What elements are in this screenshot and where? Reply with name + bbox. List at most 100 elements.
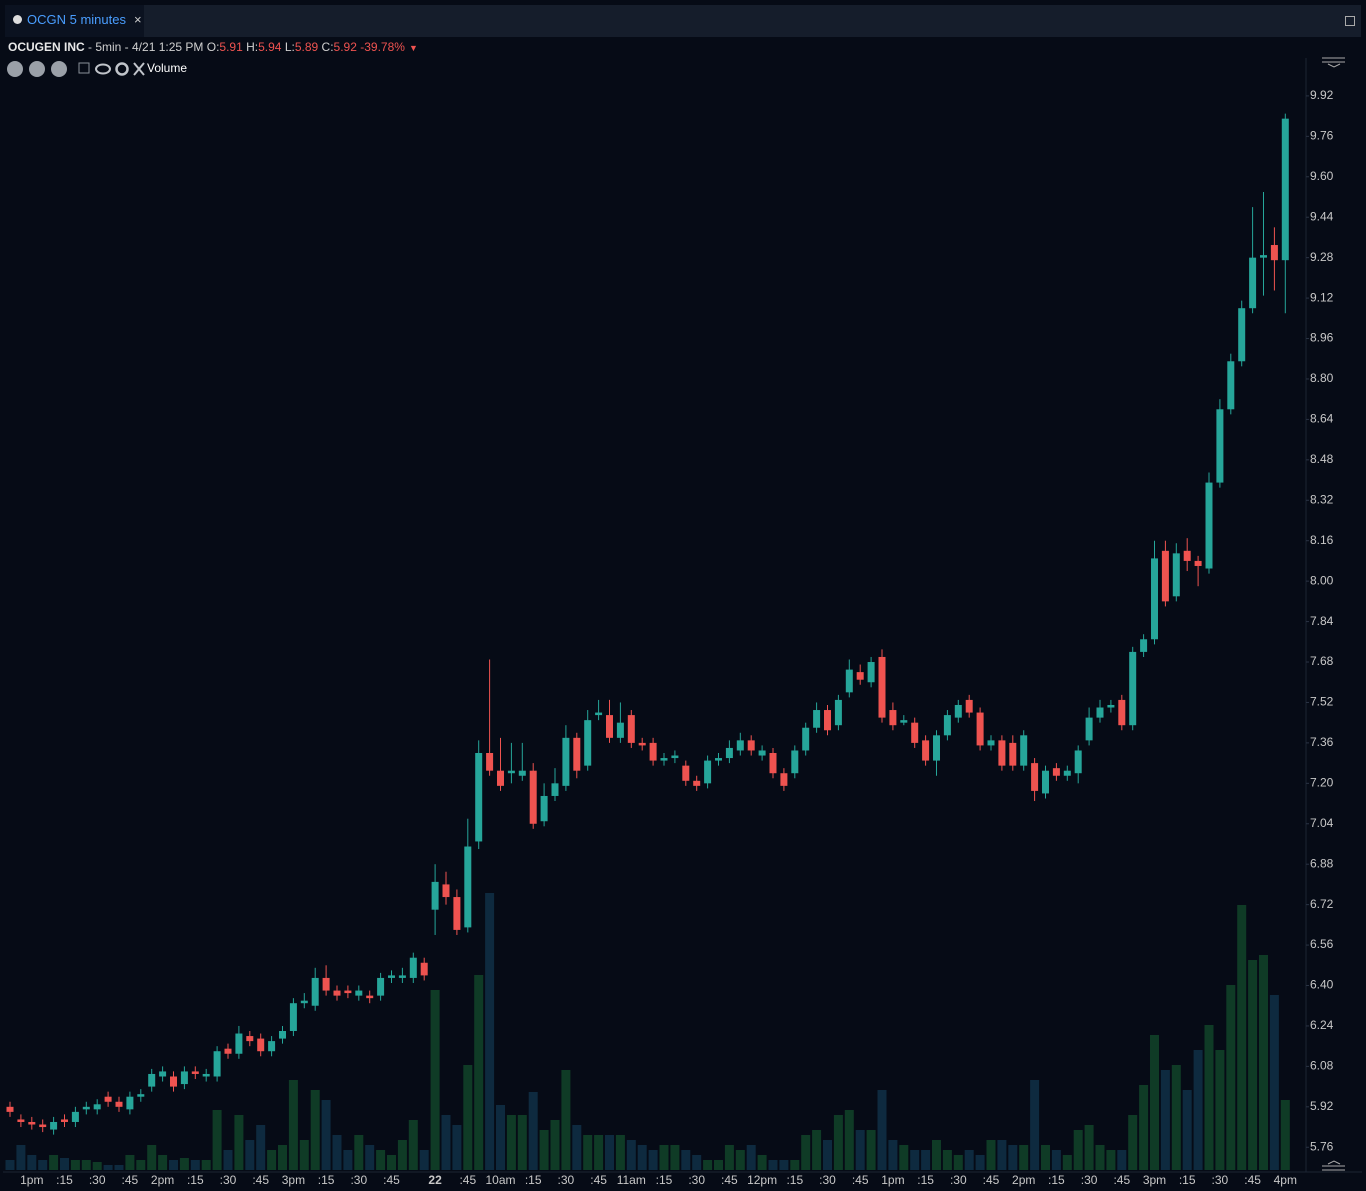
candle-body	[704, 760, 712, 784]
candle-body	[442, 884, 450, 898]
candle-body	[780, 773, 788, 786]
y-tick-label: 8.96	[1310, 331, 1334, 345]
icon-up[interactable]	[51, 61, 67, 77]
volume-bar	[430, 990, 440, 1170]
volume-bar	[190, 1160, 200, 1170]
y-tick-label: 9.76	[1310, 129, 1334, 143]
candle-body	[551, 783, 559, 796]
icon-gear[interactable]	[115, 62, 129, 76]
candle-body	[93, 1104, 101, 1110]
candle-body	[998, 740, 1006, 766]
x-tick-label: :15	[786, 1173, 803, 1187]
icon-close[interactable]	[133, 62, 145, 76]
x-tick-label: :15	[917, 1173, 934, 1187]
candle-body	[398, 975, 406, 978]
candle-body	[1216, 409, 1224, 483]
tab-bar: OCGN 5 minutes ×	[5, 5, 1361, 37]
icon-expand[interactable]	[7, 61, 23, 77]
volume-bar	[1237, 905, 1247, 1170]
volume-bar	[1030, 1080, 1040, 1170]
volume-bar	[408, 1120, 418, 1170]
c-value: 5.92	[333, 40, 357, 54]
volume-bar	[5, 1160, 15, 1170]
volume-bar	[866, 1130, 876, 1170]
candle-body	[976, 712, 984, 746]
volume-bar	[855, 1130, 865, 1170]
x-tick-label: :30	[350, 1173, 367, 1187]
candle-body	[1270, 245, 1278, 261]
candle-body	[475, 753, 483, 842]
tab-close[interactable]: ×	[133, 12, 142, 27]
scale-icon-top[interactable]	[1322, 57, 1345, 68]
volume-bar	[1193, 1050, 1203, 1170]
candle-body	[922, 740, 930, 761]
y-tick-label: 9.60	[1310, 169, 1334, 183]
volume-bar	[1150, 1035, 1159, 1170]
x-tick-label: 12pm	[747, 1173, 777, 1187]
volume-bar	[288, 1080, 298, 1170]
volume-bar	[463, 1065, 473, 1170]
icon-eye[interactable]	[95, 63, 111, 75]
maximize[interactable]	[1345, 16, 1355, 26]
volume-bar	[27, 1155, 37, 1170]
volume-bar	[92, 1162, 102, 1170]
candle-body	[529, 770, 537, 824]
candle-body	[1107, 704, 1115, 708]
volume-bar	[1280, 1100, 1290, 1170]
candle-body	[279, 1031, 286, 1039]
y-tick-label: 6.08	[1310, 1059, 1334, 1073]
candle-body	[540, 795, 548, 822]
change: -39.78%	[360, 40, 405, 54]
o-label: O:	[206, 40, 220, 54]
volume-bar	[1106, 1150, 1116, 1170]
x-tick-label: 4pm	[1274, 1173, 1297, 1187]
tab[interactable]: OCGN 5 minutes ×	[5, 5, 144, 37]
candle-body	[213, 1051, 221, 1077]
candle-body	[1020, 735, 1028, 766]
c-label: C:	[321, 40, 334, 54]
candle-body	[1249, 257, 1257, 309]
x-tick-label: :30	[950, 1173, 967, 1187]
candle-body	[420, 962, 428, 976]
candle-body	[900, 720, 908, 723]
candle-body	[39, 1124, 47, 1128]
x-tick-label: :45	[852, 1173, 869, 1187]
y-tick-label: 9.92	[1310, 88, 1334, 102]
volume-bar	[201, 1160, 211, 1170]
candle-body	[1118, 699, 1126, 726]
o-value: 5.91	[219, 40, 243, 54]
candle-body	[377, 977, 385, 996]
y-tick-label: 8.16	[1310, 533, 1334, 547]
candle-body	[1129, 651, 1137, 726]
candle-body	[1161, 550, 1169, 602]
volume-bar	[1204, 1025, 1214, 1170]
candle-body	[616, 722, 624, 738]
volume-bar	[1073, 1130, 1083, 1170]
icon-collapse[interactable]	[78, 62, 90, 74]
x-tick-label: 3pm	[282, 1173, 305, 1187]
x-tick-label: 3pm	[1143, 1173, 1166, 1187]
volume-bar	[179, 1158, 189, 1170]
scale-icon-bottom[interactable]	[1322, 1160, 1345, 1171]
candle-body	[660, 758, 668, 761]
y-tick-label: 8.80	[1310, 371, 1334, 385]
icon-down[interactable]	[29, 61, 45, 77]
volume-bar	[234, 1115, 244, 1170]
volume-bar	[932, 1140, 941, 1170]
candle-body	[311, 977, 319, 1006]
x-tick-label: :30	[819, 1173, 836, 1187]
candle-body	[61, 1119, 68, 1122]
volume-bar	[16, 1145, 26, 1170]
y-tick-label: 6.40	[1310, 978, 1334, 992]
volume-bar	[1182, 1090, 1192, 1170]
candle-body	[1194, 560, 1202, 566]
volume-bar	[517, 1115, 527, 1170]
candle-body	[507, 770, 515, 774]
tab-label: OCGN 5 minutes	[27, 12, 126, 27]
volume-bar	[1259, 955, 1268, 1170]
volume-bar	[321, 1100, 331, 1170]
volume-bar	[626, 1140, 636, 1170]
volume-bar	[648, 1150, 658, 1170]
y-tick-label: 8.32	[1310, 492, 1334, 506]
volume-bar	[1019, 1145, 1029, 1170]
